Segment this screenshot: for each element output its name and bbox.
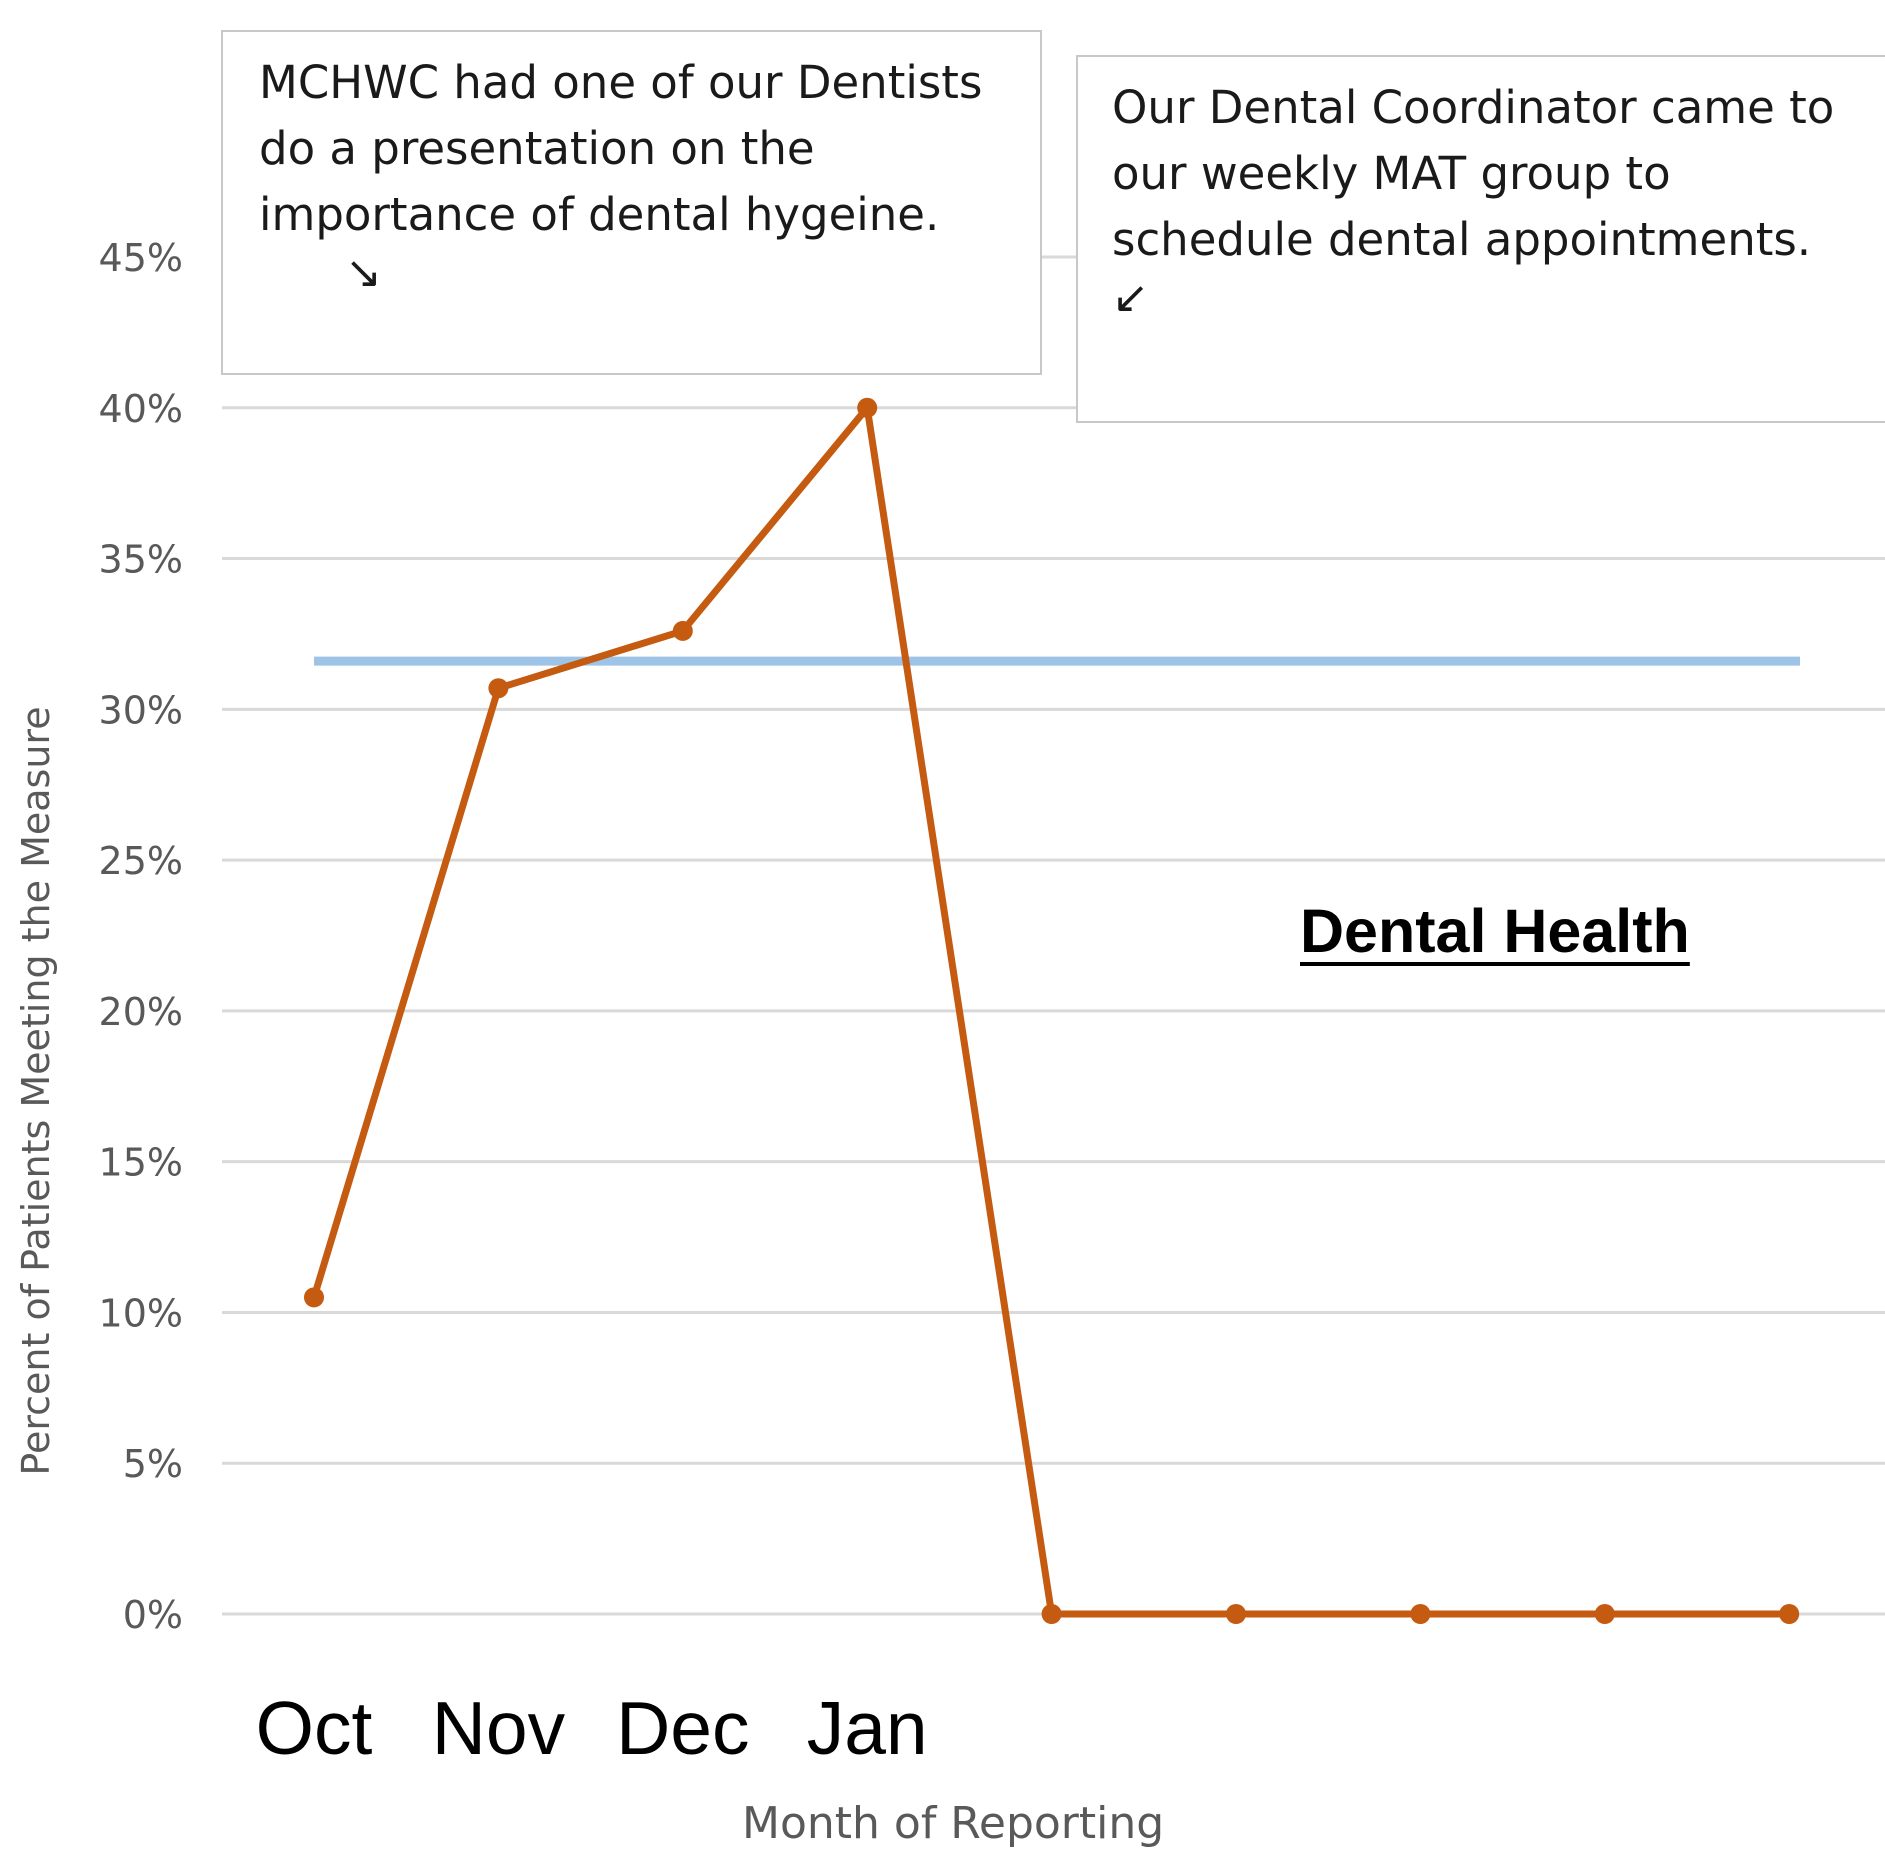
annotation-text: MCHWC had one of our Dentists do a prese… xyxy=(259,56,983,241)
annotation-box-dentist-presentation: MCHWC had one of our Dentists do a prese… xyxy=(221,30,1042,375)
data-point xyxy=(1410,1604,1431,1624)
x-tick-label: Dec xyxy=(616,1686,749,1770)
x-tick-label: Nov xyxy=(432,1686,566,1770)
y-tick-label: 5% xyxy=(123,1442,183,1486)
annotation-text: Our Dental Coordinator came to our weekl… xyxy=(1112,81,1835,266)
y-axis-title: Percent of Patients Meeting the Measure xyxy=(14,706,58,1476)
data-point xyxy=(1041,1604,1062,1624)
data-point xyxy=(672,620,693,641)
x-tick-labels: Oct Nov Dec Jan xyxy=(256,1686,928,1770)
y-tick-label: 30% xyxy=(99,688,183,732)
x-axis-title: Month of Reporting xyxy=(742,1798,1165,1849)
data-point xyxy=(857,397,878,418)
data-point xyxy=(1779,1604,1800,1624)
arrow-down-right-icon: ↘ xyxy=(345,247,382,298)
x-tick-label: Oct xyxy=(256,1686,373,1770)
x-tick-label: Jan xyxy=(807,1686,928,1770)
arrow-down-left-icon: ↙ xyxy=(1112,272,1149,323)
data-point xyxy=(304,1287,324,1308)
y-tick-label: 0% xyxy=(123,1593,183,1637)
annotation-box-dental-coordinator: Our Dental Coordinator came to our weekl… xyxy=(1076,55,1885,423)
data-point xyxy=(1594,1604,1615,1624)
data-point xyxy=(1226,1604,1246,1624)
y-tick-label: 10% xyxy=(99,1291,183,1335)
y-tick-label: 25% xyxy=(99,839,183,883)
y-tick-label: 45% xyxy=(99,236,183,280)
series-group xyxy=(304,397,1800,1624)
chart-title: Dental Health xyxy=(1300,897,1690,965)
data-point xyxy=(488,678,509,699)
y-tick-label: 15% xyxy=(99,1141,183,1185)
y-tick-labels: 0% 5% 10% 15% 20% 25% 30% 35% 40% 45% xyxy=(99,236,183,1637)
y-tick-label: 40% xyxy=(99,387,183,431)
y-tick-label: 35% xyxy=(99,538,183,582)
y-tick-label: 20% xyxy=(99,990,183,1034)
